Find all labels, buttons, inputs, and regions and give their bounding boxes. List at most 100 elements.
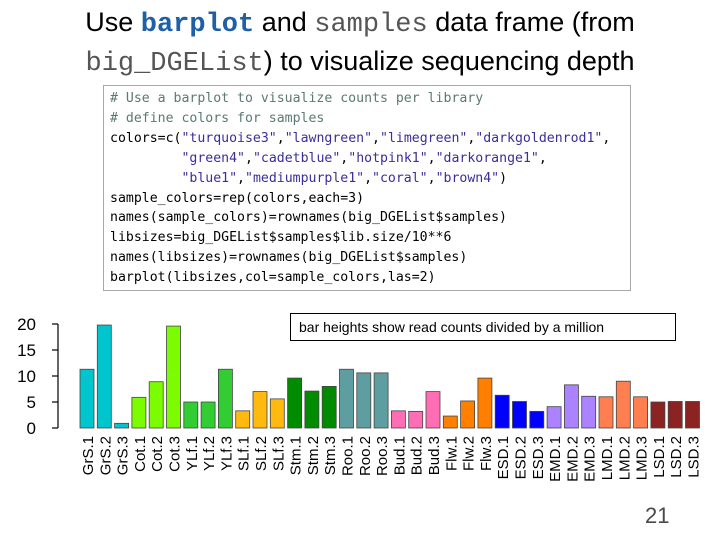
code-token: "darkorange1" [435,150,539,166]
bar [217,368,233,429]
x-tick-label: Cot.1 [132,436,149,472]
code-token: , [372,130,380,146]
code-line: names(libsizes)=rownames(big_DGEList$sam… [110,248,630,268]
page-number: 21 [645,503,670,528]
code-token: "coral" [372,170,428,186]
bar [114,422,129,429]
bar [685,401,700,429]
x-tick-label: GrS.3 [115,436,132,475]
y-tick-label: 10 [17,367,36,386]
x-tick-label: LSD.1 [651,436,668,478]
bar [494,394,510,429]
code-token: # Use a barplot to visualize counts per … [110,91,484,106]
bar [131,396,147,429]
bar [546,406,562,429]
title-part-7: ) to visualize sequencing depth [263,46,635,76]
bar [200,401,216,429]
x-tick-label: SLf.2 [253,436,270,471]
code-line: libsizes=big_DGEList$samples$lib.size/10… [110,228,630,248]
code-token: , [427,150,436,166]
code-token: , [245,150,253,166]
code-token: barplot(libsizes,col=sample_colors,las=2… [110,270,436,286]
bar [650,401,666,429]
bar [304,390,320,429]
code-token: , [276,130,285,146]
bar [667,401,683,429]
code-line: sample_colors=rep(colors,each=3) [110,189,630,209]
bar [390,410,406,429]
x-tick-label: YLf.3 [218,436,235,471]
x-tick-label: Flw.1 [443,436,460,471]
x-tick-label: GrS.1 [80,436,97,475]
y-tick-label: 15 [17,341,36,360]
x-tick-label: SLf.3 [270,436,287,471]
code-token: "lawngreen" [284,130,373,146]
x-tick-label: LMD.3 [634,436,651,480]
chart-callout: bar heights show read counts divided by … [290,313,676,341]
code-line: "blue1","mediumpurple1","coral","brown4"… [110,169,630,189]
code-token: libsizes=big_DGEList$samples$lib.size/10… [110,230,452,246]
title-part-5: data frame (from [427,7,635,37]
bar [356,372,372,429]
bar [408,410,424,429]
code-token: , [538,150,547,166]
code-line: barplot(libsizes,col=sample_colors,las=2… [110,268,630,288]
code-token: , [340,150,349,166]
bar [79,368,95,429]
x-tick-label: Roo.1 [340,436,357,476]
code-line: "green4","cadetblue","hotpink1","darkora… [110,149,630,169]
code-token: "green4" [181,150,245,166]
x-tick-label: SLf.1 [236,436,253,471]
x-tick-label: Stm.1 [288,436,305,475]
bar [529,410,545,429]
bar [339,368,354,429]
x-tick-label: Flw.2 [461,436,478,471]
bar [183,401,199,429]
bar [460,400,476,429]
title-code-big-dgelist: big_DGEList [85,49,264,79]
bar [512,401,527,429]
code-token: , [467,130,476,146]
bar [373,372,389,429]
code-token: "mediumpurple1" [245,170,365,186]
code-token: "blue1" [181,170,238,186]
y-tick-label: 0 [27,419,36,438]
x-tick-label: YLf.2 [201,436,218,471]
code-token: ) [499,170,508,186]
code-token: , [364,170,373,186]
x-tick-label: ESD.3 [530,436,547,479]
y-tick-label: 20 [17,315,36,334]
x-tick-label: LMD.2 [616,436,633,480]
code-line: names(sample_colors)=rownames(big_DGELis… [110,208,630,228]
y-tick-label: 5 [27,393,36,412]
x-tick-label: GrS.2 [97,436,114,475]
bar [564,384,579,429]
code-token: , [602,130,611,146]
code-token: "turquoise3" [181,130,277,146]
code-token: "cadetblue" [252,150,341,166]
slide-title: Use barplot and samples data frame (from… [0,4,720,82]
title-part-1: Use [85,7,141,37]
bar [148,381,164,429]
code-token: names(sample_colors)=rownames(big_DGELis… [110,210,507,226]
x-tick-label: LSD.3 [686,436,703,478]
bar [269,398,285,429]
bar [166,325,181,429]
code-line: colors=c("turquoise3","lawngreen","limeg… [110,129,630,149]
code-token: , [427,170,436,186]
code-token: names(libsizes)=rownames(big_DGEList$sam… [110,250,468,266]
bar [96,324,112,429]
code-token: "hotpink1" [348,150,428,166]
bar [633,396,648,429]
bar [235,410,251,429]
x-tick-label: Cot.3 [167,436,184,472]
bar [425,391,441,429]
code-token: sample_colors=rep(colors,each=3) [110,190,365,206]
bar [321,385,337,429]
code-token: # define colors for samples [110,110,325,126]
x-tick-label: Roo.2 [357,436,374,476]
x-tick-label: Stm.2 [305,436,322,475]
code-token: colors=c( [110,130,182,146]
code-token: "darkgoldenrod1" [475,130,603,146]
